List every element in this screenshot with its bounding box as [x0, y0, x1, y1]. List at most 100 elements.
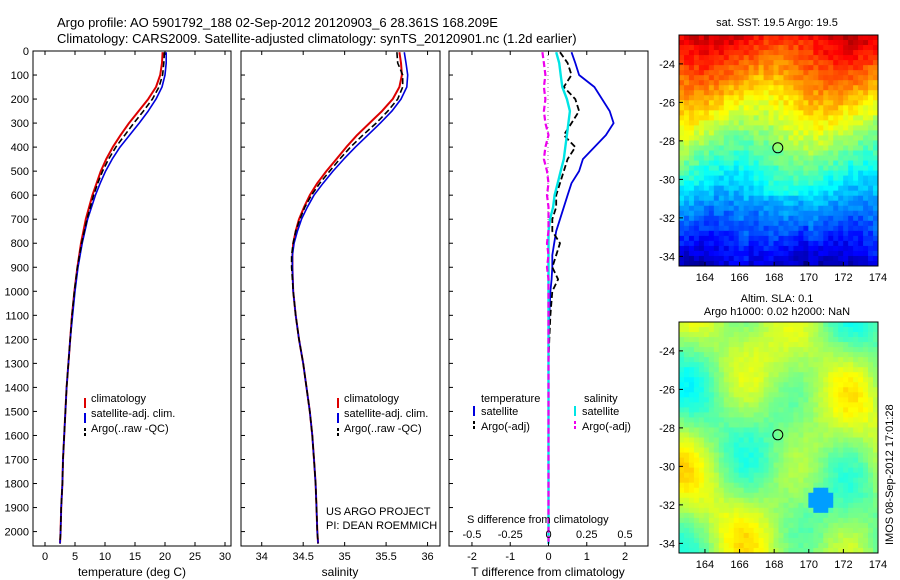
- heatmap-cell: [838, 145, 844, 151]
- heatmap-cell: [728, 110, 735, 116]
- heatmap-cell: [738, 477, 745, 484]
- heatmap-cell: [679, 105, 685, 111]
- heatmap-cell: [828, 155, 834, 161]
- heatmap-cell: [808, 225, 814, 232]
- heatmap-cell: [718, 462, 725, 469]
- heatmap-cell: [743, 512, 750, 519]
- heatmap-cell: [708, 150, 715, 156]
- heatmap-cell: [758, 195, 764, 202]
- heatmap-cell: [873, 220, 879, 227]
- heatmap-cell: [763, 437, 769, 443]
- heatmap-cell: [848, 200, 854, 207]
- heatmap-cell: [693, 492, 700, 499]
- heatmap-cell: [748, 220, 755, 227]
- heatmap-cell: [843, 160, 849, 166]
- heatmap-cell: [863, 382, 869, 388]
- heatmap-cell: [873, 442, 879, 448]
- heatmap-cell: [778, 175, 784, 182]
- heatmap-cell: [858, 40, 864, 46]
- heatmap-cell: [723, 130, 730, 136]
- heatmap-cell: [753, 250, 760, 257]
- heatmap-cell: [703, 185, 710, 192]
- heatmap-cell: [868, 542, 874, 549]
- heatmap-cell: [758, 407, 764, 413]
- heatmap-cell: [688, 90, 695, 96]
- heatmap-cell: [733, 427, 740, 433]
- heatmap-cell: [813, 190, 819, 197]
- heatmap-cell: [748, 467, 755, 474]
- heatmap-cell: [688, 245, 695, 252]
- heatmap-cell: [828, 332, 834, 338]
- heatmap-cell: [758, 80, 764, 86]
- heatmap-cell: [703, 442, 710, 448]
- heatmap-cell: [803, 477, 809, 484]
- heatmap-cell: [863, 352, 869, 358]
- heatmap-cell: [828, 150, 834, 156]
- heatmap-cell: [838, 55, 844, 61]
- heatmap-cell: [718, 45, 725, 51]
- heatmap-cell: [828, 512, 834, 519]
- heatmap-cell: [853, 487, 859, 494]
- heatmap-cell: [733, 165, 740, 171]
- heatmap-cell: [788, 447, 794, 453]
- heatmap-cell: [838, 45, 844, 51]
- heatmap-cell: [838, 250, 844, 257]
- heatmap-cell: [738, 160, 745, 166]
- heatmap-cell: [743, 362, 750, 368]
- map-y-tick-label: -32: [659, 500, 675, 512]
- heatmap-cell: [758, 180, 764, 187]
- heatmap-cell: [848, 522, 854, 529]
- heatmap-cell: [863, 412, 869, 418]
- heatmap-cell: [823, 467, 829, 474]
- heatmap-cell: [873, 55, 879, 61]
- heatmap-cell: [868, 507, 874, 514]
- heatmap-cell: [813, 210, 819, 217]
- heatmap-cell: [713, 462, 720, 469]
- heatmap-cell: [733, 50, 740, 56]
- heatmap-cell: [803, 512, 809, 519]
- heatmap-cell: [853, 40, 859, 46]
- heatmap-cell: [793, 185, 799, 192]
- legend-header-temperature: temperature: [481, 393, 540, 405]
- heatmap-cell: [743, 60, 750, 66]
- heatmap-cell: [713, 160, 720, 166]
- heatmap-cell: [853, 220, 859, 227]
- heatmap-cell: [788, 155, 794, 161]
- heatmap-cell: [763, 115, 769, 121]
- heatmap-cell: [818, 225, 824, 232]
- heatmap-cell: [768, 100, 774, 106]
- heatmap-cell: [688, 392, 695, 398]
- heatmap-cell: [863, 225, 869, 232]
- heatmap-cell: [688, 190, 695, 197]
- heatmap-cell: [863, 477, 869, 484]
- heatmap-cell: [823, 125, 829, 131]
- heatmap-cell: [708, 427, 715, 433]
- heatmap-cell: [768, 387, 774, 393]
- heatmap-cell: [728, 347, 735, 353]
- heatmap-cell: [778, 255, 784, 262]
- heatmap-cell: [863, 75, 869, 81]
- heatmap-cell: [873, 527, 879, 534]
- heatmap-cell: [828, 457, 834, 464]
- heatmap-cell: [703, 165, 710, 171]
- heatmap-cell: [733, 95, 740, 101]
- heatmap-cell: [748, 497, 755, 504]
- heatmap-cell: [748, 230, 755, 237]
- heatmap-cell: [788, 437, 794, 443]
- heatmap-cell: [808, 422, 814, 428]
- heatmap-cell: [783, 55, 789, 61]
- heatmap-cell: [843, 462, 849, 469]
- heatmap-cell: [778, 195, 784, 202]
- heatmap-cell: [773, 115, 779, 121]
- heatmap-cell: [733, 417, 740, 423]
- heatmap-cell: [728, 85, 735, 91]
- heatmap-cell: [848, 180, 854, 187]
- heatmap-cell: [763, 60, 769, 66]
- heatmap-cell: [698, 125, 705, 131]
- heatmap-cell: [863, 497, 869, 504]
- heatmap-cell: [708, 487, 715, 494]
- heatmap-cell: [843, 507, 849, 514]
- heatmap-cell: [833, 100, 839, 106]
- heatmap-cell: [873, 477, 879, 484]
- heatmap-cell: [858, 512, 864, 519]
